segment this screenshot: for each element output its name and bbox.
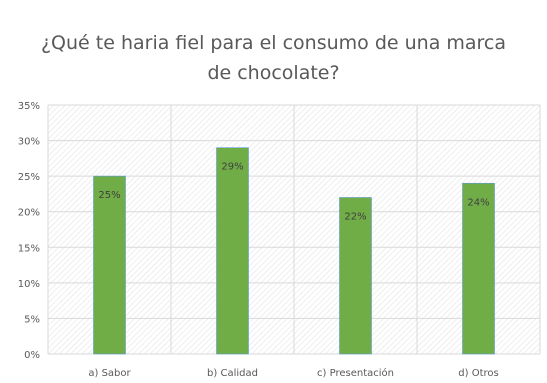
x-tick-label: d) Otros <box>458 368 498 379</box>
y-tick-label: 10% <box>18 279 40 290</box>
bar-data-label: 24% <box>467 197 489 208</box>
chart-title: ¿Qué te haria fiel para el consumo de un… <box>0 28 547 88</box>
chart-title-line-1: ¿Qué te haria fiel para el consumo de un… <box>40 32 507 54</box>
bar <box>462 182 495 355</box>
bar-data-label: 22% <box>344 211 366 222</box>
bar-data-label: 29% <box>221 162 243 173</box>
x-tick-label: a) Sabor <box>88 368 131 379</box>
x-tick-label: c) Presentación <box>317 367 394 379</box>
labels: 0% 5% 10% 15% 20% 25% 30% 35% 25% a) Sabor 29% b) C… <box>18 101 499 379</box>
gridlines <box>47 104 541 355</box>
bar <box>339 197 372 355</box>
chart-title-line-2: de chocolate? <box>207 62 340 84</box>
y-tick-label: 5% <box>24 314 40 325</box>
y-tick-label: 0% <box>24 350 40 361</box>
y-tick-label: 20% <box>18 208 40 219</box>
bar <box>93 175 126 355</box>
x-tick-label: b) Calidad <box>207 368 258 379</box>
y-tick-label: 15% <box>18 243 40 254</box>
bars <box>93 147 495 355</box>
bar <box>216 147 249 355</box>
y-tick-label: 30% <box>18 137 40 148</box>
bar-data-label: 25% <box>98 190 120 201</box>
y-tick-label: 35% <box>18 101 40 112</box>
y-tick-label: 25% <box>18 172 40 183</box>
